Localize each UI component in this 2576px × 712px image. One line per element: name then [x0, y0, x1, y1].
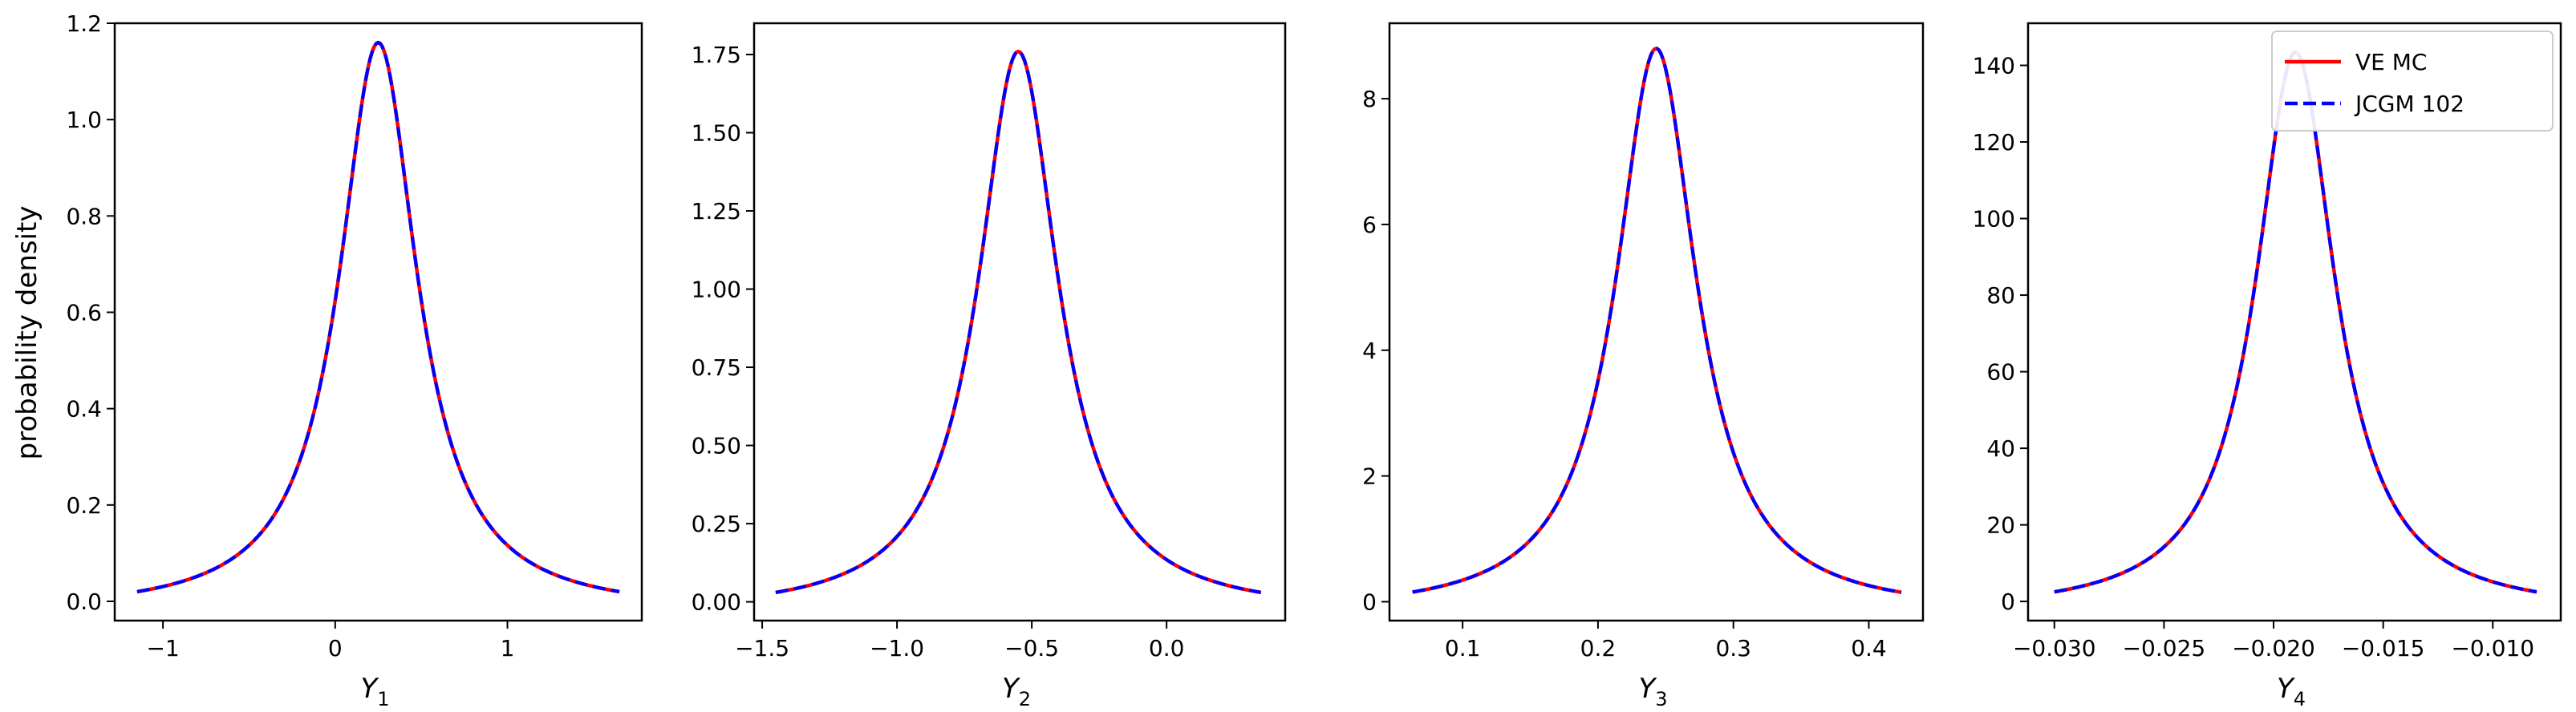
series-line-jcgm-102 [2054, 50, 2537, 594]
series-line-ve-mc [775, 49, 1262, 595]
x-axis-label: Y3 [1638, 673, 1667, 710]
y-tick-label: 140 [1973, 53, 2015, 79]
axes-frame [2026, 22, 2562, 622]
legend-label: JCGM 102 [2354, 91, 2464, 117]
x-tick-label: −1.0 [870, 635, 924, 661]
x-axis-label: Y1 [360, 673, 389, 710]
y-tick-label: 120 [1973, 129, 2015, 156]
y-tick-label: 100 [1973, 206, 2015, 233]
legend-label: VE MC [2355, 49, 2427, 75]
series-line-jcgm-102 [775, 49, 1262, 594]
y-tick-label: 0 [1362, 589, 1377, 615]
x-tick-label: −0.5 [1004, 635, 1059, 661]
x-tick-label: −0.030 [2013, 635, 2096, 661]
series-line-ve-mc [136, 40, 620, 594]
y-tick-label: 20 [1986, 512, 2015, 539]
y-tick-label: 0.25 [692, 511, 741, 537]
legend-box [2271, 30, 2554, 131]
y-tick-label: 6 [1362, 212, 1377, 238]
y-tick-label: 1.25 [692, 198, 741, 225]
x-tick-label: −0.010 [2451, 635, 2534, 661]
x-axis-label: Y4 [2277, 673, 2306, 710]
y-tick-label: 1.75 [692, 42, 741, 68]
y-tick-label: 0.8 [66, 203, 102, 229]
y-tick-label: 0.2 [66, 492, 102, 519]
chart-panel-4: −0.030 −0.025 −0.020 −0.015 −0.010 0 20 40 60 80 1… [1973, 22, 2562, 710]
x-tick-label: −0.025 [2123, 635, 2206, 661]
panels-group: −1 0 1 0.0 0.2 0.4 0.6 0.8 1.0 1.2 Y1 −1.5 −1.0 −0.5 0… [66, 10, 2562, 710]
y-tick-label: 0.75 [692, 354, 741, 381]
x-tick-label: −1.5 [735, 635, 789, 661]
x-tick-label: −1 [146, 635, 179, 661]
y-tick-label: 0.4 [66, 396, 102, 423]
x-axis-label: Y2 [1002, 673, 1031, 710]
y-tick-label: 0 [2001, 589, 2015, 615]
x-tick-label: 0 [328, 635, 343, 661]
x-tick-label: 0.4 [1851, 635, 1887, 661]
y-tick-label: 8 [1362, 86, 1377, 112]
x-tick-label: −0.020 [2232, 635, 2315, 661]
axes-frame [113, 22, 643, 622]
x-tick-label: 0.0 [1149, 635, 1185, 661]
y-tick-label: 0.50 [692, 433, 741, 459]
legend: VE MC JCGM 102 [2271, 30, 2554, 131]
chart-panel-3: 0.1 0.2 0.3 0.4 0 2 4 6 8 Y3 [1362, 22, 1925, 710]
axes-frame [1388, 22, 1925, 622]
series-line-ve-mc [2054, 50, 2537, 594]
y-tick-label: 1.50 [692, 120, 741, 147]
x-tick-label: −0.015 [2342, 635, 2425, 661]
y-tick-label: 60 [1986, 359, 2015, 386]
x-tick-label: 0.2 [1580, 635, 1617, 661]
axes-frame [753, 22, 1287, 622]
x-tick-label: 1 [501, 635, 515, 661]
y-tick-label: 40 [1986, 435, 2015, 462]
series-line-jcgm-102 [1412, 47, 1902, 594]
y-tick-label: 80 [1986, 282, 2015, 309]
y-tick-label: 0.6 [66, 299, 102, 326]
y-tick-label: 1.00 [692, 277, 741, 303]
y-axis-label: probability density [11, 206, 43, 460]
chart-panel-1: −1 0 1 0.0 0.2 0.4 0.6 0.8 1.0 1.2 Y1 [66, 10, 643, 710]
y-tick-label: 0.0 [66, 589, 102, 615]
chart-panel-2: −1.5 −1.0 −0.5 0.0 0.00 0.25 0.50 0.75 1.00 1.25 1… [692, 22, 1287, 710]
y-tick-label: 4 [1362, 338, 1377, 364]
y-tick-label: 0.00 [692, 589, 741, 616]
y-tick-label: 2 [1362, 463, 1377, 490]
x-tick-label: 0.1 [1445, 635, 1481, 661]
y-tick-label: 1.0 [66, 107, 102, 133]
series-line-jcgm-102 [136, 40, 620, 594]
x-tick-label: 0.3 [1715, 635, 1751, 661]
y-tick-label: 1.2 [66, 10, 102, 37]
series-line-ve-mc [1412, 47, 1902, 594]
